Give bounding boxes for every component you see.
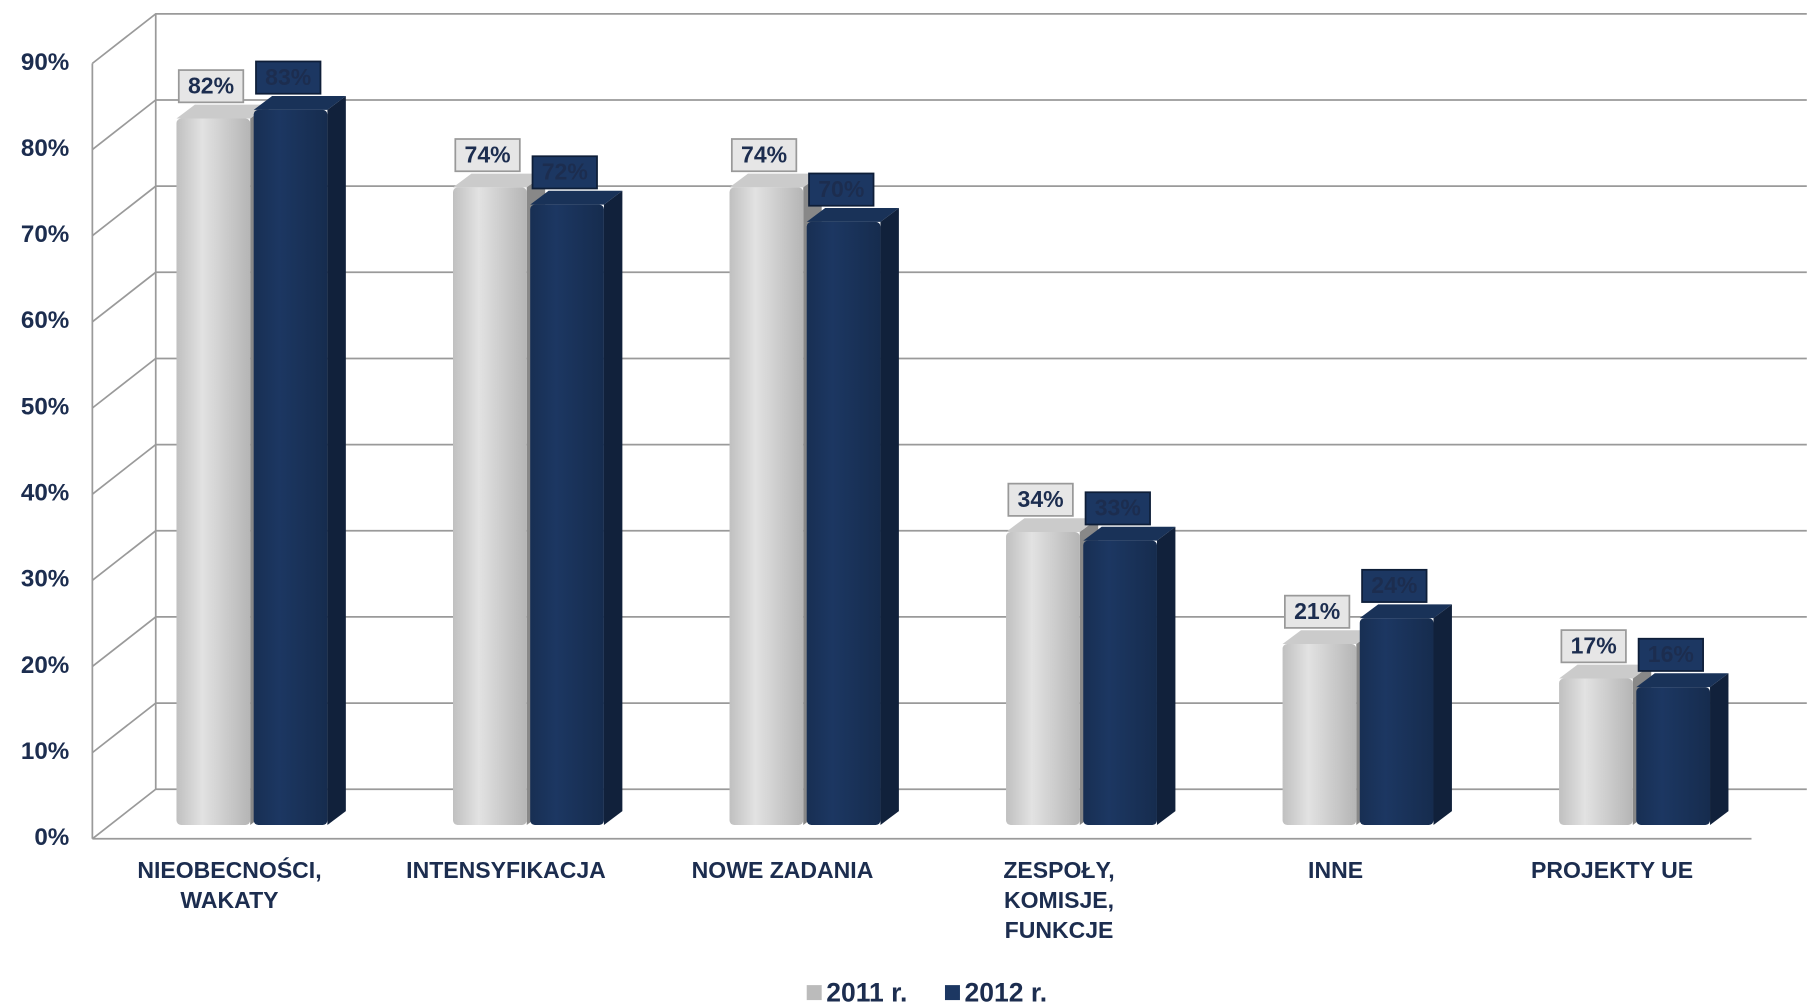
value-label: 33% [1095,495,1141,521]
value-label-box [177,69,245,104]
legend-swatch [806,985,822,1001]
value-label-box [1084,491,1151,526]
bar-top [1282,630,1375,645]
bar-side [880,208,899,825]
value-label: 17% [1571,632,1617,658]
y-tick-label: 40% [21,480,69,507]
grid-line [91,357,1807,409]
grid-line [91,271,1807,323]
bar-top [1006,518,1099,533]
bar [1083,540,1157,825]
value-label-box [808,172,875,207]
grid-line [91,788,1807,840]
grid-line [91,616,1807,668]
bar-side [327,96,346,825]
value-label-box [1284,594,1351,629]
bar-top [453,173,546,188]
bar [1636,687,1711,825]
grid-line [91,12,1807,65]
value-label: 24% [1371,572,1417,598]
value-label: 82% [188,72,234,98]
x-tick-label: ZESPOŁY, KOMISJE, FUNKCJE [1003,857,1114,943]
y-tick-label: 90% [21,49,69,76]
bar-side [1710,673,1729,825]
bar-top [806,208,899,222]
x-tick-label: NIEOBECNOŚCI, WAKATY [137,856,321,913]
bar-top [729,173,822,188]
bar-top [1636,673,1729,688]
grid-line [91,702,1807,754]
bar [1559,678,1633,825]
y-tick-label: 30% [21,566,69,593]
bar [1359,618,1434,825]
value-label: 21% [1294,598,1340,624]
y-tick-label: 50% [21,393,69,420]
value-label-box [1637,637,1704,672]
value-label: 83% [265,64,311,90]
y-tick-label: 20% [21,652,69,679]
bar-side [603,190,623,825]
bar-top [176,104,269,119]
y-tick-label: 0% [34,824,69,851]
bar [453,187,527,825]
bar-top [253,96,346,110]
bar [806,221,881,825]
legend-swatch [944,985,960,1001]
bar [729,187,804,825]
y-tick-label: 10% [21,738,69,765]
bar-top [530,190,623,205]
y-tick-label: 70% [21,221,69,248]
grid-line [91,443,1807,495]
grid-line [91,529,1807,581]
value-label: 16% [1648,641,1694,667]
x-tick-label: PROJEKTY UE [1531,857,1693,883]
bar [530,204,604,825]
legend-label: 2011 r. [826,977,907,1007]
value-label-box [531,155,598,190]
grid-line [91,185,1807,237]
bar-top [1559,664,1652,679]
value-label-box [255,60,322,95]
bar [253,109,328,825]
grid-line [91,99,1807,151]
value-label-box [730,138,798,173]
y-tick-label: 60% [21,307,69,334]
y-tick-label: 80% [21,135,69,162]
value-label: 70% [818,176,864,202]
bar [1006,532,1080,825]
value-label: 74% [465,141,511,167]
bar [1282,644,1357,825]
value-label: 74% [741,141,787,167]
bar-top [1359,604,1452,619]
x-tick-label: INTENSYFIKACJA [406,857,606,883]
value-label-box [1361,568,1428,603]
bar-side [1433,604,1452,825]
value-label: 72% [542,159,588,185]
x-tick-label: INNE [1308,857,1363,883]
frame [91,13,1752,840]
x-tick-label: NOWE ZADANIA [692,857,874,883]
bar [176,118,251,825]
legend-label: 2012 r. [965,977,1048,1007]
value-label-box [454,138,521,173]
bar-side [1156,526,1176,825]
value-label-box [1560,629,1627,664]
value-label: 34% [1018,486,1064,512]
bar-top [1083,526,1176,541]
value-label-box [1007,482,1074,517]
